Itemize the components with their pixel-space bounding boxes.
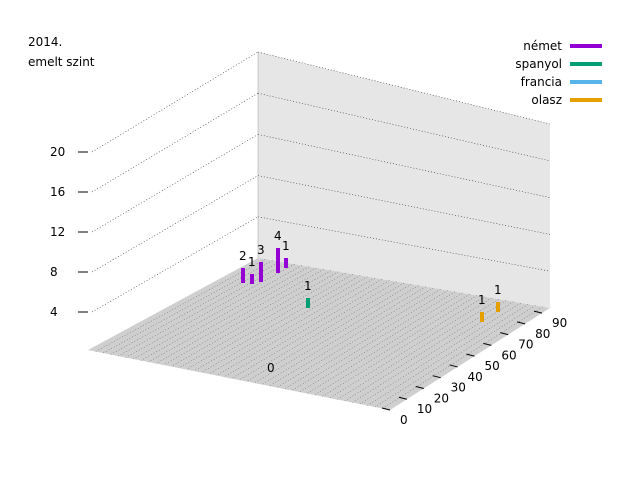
floor-grid-line [276,289,441,388]
floor-grid-line [110,261,281,355]
x-tick [449,364,458,368]
x-tick [415,385,424,389]
x-tick [483,342,492,346]
floor-grid-line [170,271,339,367]
x-tick [432,375,441,379]
wall-grid [91,51,551,313]
wall-grid-line [257,92,551,162]
floor-grid-line [133,265,302,360]
bar-label: 4 [274,229,282,243]
floor-grid-line [284,290,448,390]
wall-grid-line [91,51,259,153]
x-tick [381,407,391,411]
floor-grid-line [208,277,375,375]
back-wall [258,52,550,308]
legend-label: spanyol [515,57,562,71]
floor-grid-line [246,284,412,382]
floor-grid-line [118,262,288,357]
floor-grid-line [201,276,368,373]
floor-grid-line [269,287,434,387]
x-tick [516,321,526,325]
x-tick [533,310,543,314]
floor-grid-line [140,266,310,361]
wall-grid-line [91,175,259,273]
x-tick-label: 30 [451,381,466,395]
x-tick-label: 70 [518,338,533,352]
chart-title-line1: 2014. [28,35,62,49]
floor-grid-line [216,279,383,376]
bar-label: 1 [248,255,256,269]
floor-plane [88,258,550,410]
x-tick-label: 90 [552,316,567,330]
chart-title-line2: emelt szint [28,55,95,69]
x-tick [466,353,475,357]
legend-label: olasz [531,93,562,107]
x-tick-label: 0 [400,413,408,427]
wall-grid-line [91,216,259,313]
z-tick-label: 16 [50,185,65,199]
floor-grid-line [186,274,354,370]
legend-label: francia [521,75,562,89]
z-tick-label: 8 [50,265,58,279]
bar-label: 3 [257,243,265,257]
floor-grid-line [163,270,332,366]
floor-grid-line [193,275,361,372]
wall-grid-line [91,134,259,233]
bar-label: 2 [239,249,247,263]
bar-label: 1 [304,279,312,293]
floor-grid-line [231,281,397,379]
x-tick-label: 80 [535,327,550,341]
floor-grid-line [223,280,390,378]
x-tick-label: 20 [434,391,449,405]
x-tick [500,332,509,336]
x-tick-label: 60 [501,348,516,362]
floor-grid-line [261,286,427,385]
z-tick-label: 20 [50,145,65,159]
floor-grid-line [178,272,346,369]
x-tick-label: 50 [484,359,499,373]
bar-label: 1 [282,239,290,253]
floor-grid-line [95,259,266,352]
x-tick-label: 10 [417,402,432,416]
floor-grid-line [155,269,324,364]
floor-grid [95,259,543,409]
floor-label: 0 [267,361,275,375]
floor-grid-line [102,260,273,354]
z-tick-label: 12 [50,225,65,239]
floor-grid-line [238,282,405,381]
floor-grid-line [253,285,419,384]
z-tick-label: 4 [50,305,58,319]
wall-grid-line [257,51,551,125]
legend: német spanyol francia olasz [515,39,602,107]
x-tick [398,396,408,400]
legend-label: német [523,39,562,53]
bar-label: 1 [494,283,502,297]
floor-grid-line [125,264,295,358]
x-tick-label: 40 [468,370,483,384]
floor-grid-line [148,267,317,363]
wall-grid-line [91,92,259,193]
bar-label: 1 [478,293,486,307]
z-axis: 4 8 12 16 20 [50,145,88,319]
